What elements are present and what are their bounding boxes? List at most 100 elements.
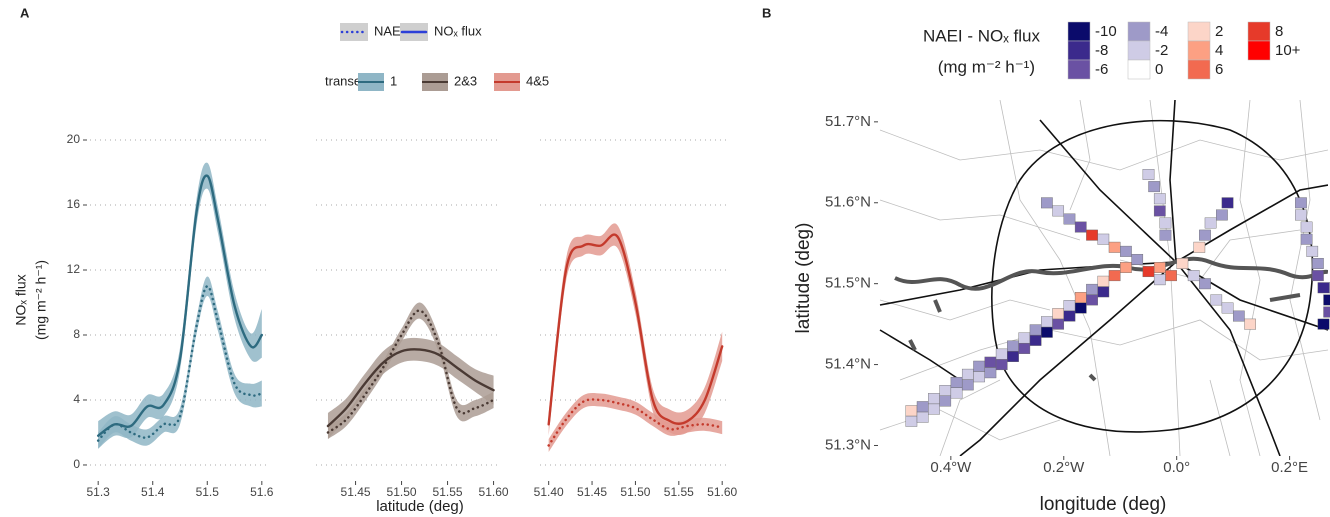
heatmap-cell <box>1312 258 1324 269</box>
heatmap-cell <box>1131 253 1144 265</box>
heatmap-cell <box>905 405 918 417</box>
legend-label: 4 <box>1215 42 1223 59</box>
heatmap-cell <box>1193 241 1206 253</box>
heatmap-cell <box>1306 245 1319 257</box>
confidence-band <box>327 302 494 439</box>
legend-swatch <box>1187 40 1211 61</box>
y-tick-label: 51.3°N <box>825 436 871 453</box>
heatmap-cell <box>1142 266 1155 278</box>
legend-title: (mg m⁻² h⁻¹) <box>938 57 1035 76</box>
legend-swatch <box>1127 59 1151 80</box>
naei-line <box>96 284 264 442</box>
x-tick-label: 0.2°E <box>1271 459 1308 476</box>
y-axis-label: (mg m⁻² h⁻¹) <box>33 260 49 340</box>
confidence-band <box>327 337 494 439</box>
heatmap-cell <box>1295 209 1307 221</box>
heatmap-cell <box>916 411 929 423</box>
heatmap-cell <box>1323 306 1330 318</box>
y-axis-label: latitude (deg) <box>793 223 814 334</box>
heatmap-cell <box>1041 316 1053 328</box>
legend-label: 6 <box>1215 61 1223 78</box>
heatmap-cell <box>1029 334 1042 346</box>
heatmap-cell <box>1041 197 1053 209</box>
heatmap-cell <box>1232 310 1245 322</box>
heatmap-cell <box>973 360 985 372</box>
heatmap-cell <box>1120 245 1132 257</box>
heatmap-cell <box>1063 213 1076 225</box>
legend-label: 10+ <box>1275 42 1301 59</box>
heatmap-cell <box>1148 181 1160 193</box>
panel-label: A <box>20 5 30 20</box>
legend-label: -6 <box>1095 61 1108 78</box>
x-tick-label: 0.2°W <box>1043 459 1085 476</box>
flux-line <box>326 348 495 428</box>
heatmap-cell <box>1120 262 1132 273</box>
x-tick-label: 51.40 <box>534 485 564 499</box>
heatmap-cell <box>973 371 985 383</box>
heatmap-cell <box>1007 340 1019 352</box>
heatmap-cell <box>928 403 940 415</box>
heatmap-cell <box>1159 217 1172 229</box>
heatmap-cell <box>1295 197 1307 209</box>
y-tick-label: 8 <box>73 327 80 341</box>
x-tick-label: 51.50 <box>620 485 650 499</box>
x-tick-label: 51.55 <box>433 485 463 499</box>
legend-swatch <box>1187 59 1211 80</box>
legend-label: NOₓ flux <box>434 23 482 38</box>
y-tick-label: 51.7°N <box>825 113 871 130</box>
legend-label: 2 <box>1215 23 1223 40</box>
heatmap-cell <box>1317 282 1330 294</box>
heatmap-cell <box>995 359 1008 371</box>
heatmap-cell <box>950 376 963 388</box>
x-tick-label: 51.45 <box>341 485 371 499</box>
heatmap-cell <box>1159 229 1172 241</box>
heatmap-cell <box>1108 270 1121 282</box>
heatmap-cell <box>1187 270 1200 282</box>
heatmap-cell <box>1216 209 1228 221</box>
y-tick-label: 4 <box>73 392 80 406</box>
x-tick-label: 51.6 <box>250 485 274 499</box>
heatmap-cell <box>1063 310 1076 322</box>
y-tick-label: 16 <box>67 197 81 211</box>
x-tick-label: 51.50 <box>387 485 417 499</box>
x-tick-label: 51.60 <box>707 485 737 499</box>
lakes <box>908 293 1301 382</box>
heatmap-cell <box>961 379 974 391</box>
heatmap-cell <box>1300 221 1313 233</box>
heatmap-cell <box>1097 286 1110 298</box>
heatmap-cell <box>1153 205 1166 217</box>
heatmap-cell <box>939 395 952 407</box>
heatmap-cell <box>1199 229 1211 241</box>
heatmap-cell <box>1074 302 1087 314</box>
heatmap-cell <box>1052 318 1065 330</box>
legend-label: 2&3 <box>454 73 477 88</box>
legend-swatch <box>1247 40 1271 61</box>
heatmap-cell <box>1074 292 1087 303</box>
legend-label: 8 <box>1275 23 1283 40</box>
heatmap-cell <box>1108 241 1121 253</box>
legend-label: -2 <box>1155 42 1168 59</box>
y-tick-label: 51.6°N <box>825 194 871 211</box>
y-tick-label: 51.5°N <box>825 275 871 292</box>
heatmap-cell <box>1029 324 1042 336</box>
heatmap-cell <box>1153 193 1166 205</box>
y-axis-label: NOₓ flux <box>13 274 29 325</box>
y-tick-label: 20 <box>67 132 81 146</box>
confidence-band <box>98 276 262 449</box>
heatmap-cell <box>1018 332 1031 344</box>
heatmap-cell <box>1086 229 1098 241</box>
x-tick-label: 51.60 <box>479 485 509 499</box>
legend-swatch <box>1067 59 1091 80</box>
legend-swatch <box>1127 21 1151 42</box>
legend-title: NAEI - NOₓ flux <box>923 26 1041 45</box>
heatmap-cell <box>984 356 997 368</box>
heatmap-cell <box>1199 278 1211 290</box>
heatmap-cell <box>995 348 1008 360</box>
legend-label: -4 <box>1155 23 1168 40</box>
x-tick-label: 51.3 <box>87 485 111 499</box>
x-axis-label: latitude (deg) <box>376 498 464 515</box>
legend-label: -10 <box>1095 23 1117 40</box>
x-tick-label: 51.4 <box>141 485 165 499</box>
map <box>878 100 1330 456</box>
